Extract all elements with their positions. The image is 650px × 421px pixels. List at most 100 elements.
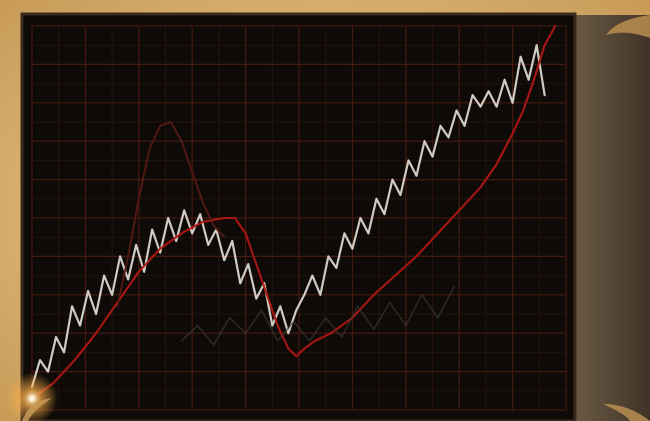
- series-point: [191, 232, 194, 235]
- series-point: [495, 105, 498, 108]
- series-point: [247, 263, 250, 265]
- series-point: [522, 109, 524, 112]
- series-point: [47, 370, 49, 373]
- series-point: [330, 332, 332, 334]
- series-point: [196, 324, 199, 327]
- series-point: [167, 217, 170, 219]
- series-point: [223, 217, 225, 219]
- series-point: [407, 159, 410, 162]
- series-point: [375, 197, 378, 200]
- series-point: [127, 278, 130, 281]
- corner-ornament-top-right: [606, 15, 650, 38]
- series-point: [159, 125, 161, 127]
- series-point: [535, 44, 538, 47]
- series-point: [180, 232, 183, 235]
- series-line-faint: [180, 286, 455, 346]
- series-point: [495, 163, 498, 165]
- series-point: [180, 140, 183, 142]
- series-point: [295, 309, 298, 312]
- series-point: [437, 317, 439, 319]
- series-point: [135, 243, 138, 246]
- series-point: [148, 148, 151, 150]
- series-point: [143, 270, 146, 273]
- series-point: [63, 351, 65, 354]
- series-point: [266, 294, 268, 296]
- series-point: [279, 305, 282, 308]
- series-point: [223, 236, 225, 238]
- series-point: [373, 328, 375, 331]
- series-point: [244, 232, 247, 235]
- corner-ornament-bottom-left: [22, 398, 52, 421]
- series-point: [234, 217, 236, 219]
- series-point: [455, 109, 458, 112]
- series-point: [554, 25, 557, 27]
- series-point: [223, 259, 226, 262]
- series-point: [359, 217, 362, 219]
- series-point: [159, 251, 162, 254]
- series-point: [228, 317, 231, 319]
- series-point: [351, 247, 354, 250]
- series-point: [421, 294, 423, 296]
- series-point: [202, 221, 204, 223]
- series-point: [415, 255, 418, 258]
- series-point: [74, 359, 76, 361]
- series-point: [231, 240, 234, 242]
- series-point: [303, 293, 306, 296]
- chart-series: [30, 24, 557, 400]
- series-point: [319, 293, 322, 296]
- series-point: [458, 209, 460, 212]
- chart-grid: [31, 25, 567, 411]
- series-point: [207, 243, 210, 246]
- series-point: [439, 124, 442, 127]
- series-point: [373, 294, 375, 296]
- series-point: [295, 355, 298, 357]
- series-point: [471, 94, 474, 97]
- series-point: [335, 267, 338, 269]
- series-point: [389, 301, 391, 304]
- series-point: [95, 332, 97, 334]
- series-point: [383, 213, 386, 216]
- series-point: [527, 78, 530, 81]
- series-point: [503, 78, 506, 81]
- series-point: [180, 340, 183, 342]
- series-point: [533, 79, 535, 81]
- series-point: [199, 213, 202, 216]
- series-point: [431, 155, 434, 158]
- series-point: [116, 305, 119, 308]
- series-point: [255, 297, 258, 300]
- series-point: [79, 324, 81, 327]
- series-point: [159, 248, 161, 250]
- glow-highlight: [6, 372, 58, 421]
- series-point: [543, 94, 546, 97]
- series-point: [138, 271, 140, 273]
- series-point: [311, 274, 314, 277]
- series-point: [151, 228, 154, 231]
- series-point: [119, 255, 122, 258]
- series-point: [327, 255, 330, 258]
- series-point: [405, 324, 407, 327]
- series-point: [357, 305, 359, 308]
- series-point: [511, 101, 514, 104]
- series-point: [175, 240, 178, 242]
- series-point: [479, 186, 482, 188]
- series-point: [447, 136, 450, 139]
- series-point: [202, 201, 204, 204]
- series-point: [39, 359, 41, 361]
- series-point: [325, 317, 327, 319]
- series-point: [437, 232, 439, 235]
- series-point: [260, 309, 263, 311]
- series-point: [95, 313, 97, 315]
- series-point: [463, 124, 466, 127]
- series-point: [276, 340, 279, 342]
- series-point: [170, 121, 172, 123]
- series-point: [367, 232, 370, 235]
- series-point: [239, 282, 242, 285]
- series-point: [87, 290, 89, 292]
- series-point: [487, 90, 490, 93]
- series-point: [244, 332, 247, 334]
- series-point: [127, 255, 129, 258]
- series-point: [183, 209, 186, 212]
- series-point: [191, 171, 193, 173]
